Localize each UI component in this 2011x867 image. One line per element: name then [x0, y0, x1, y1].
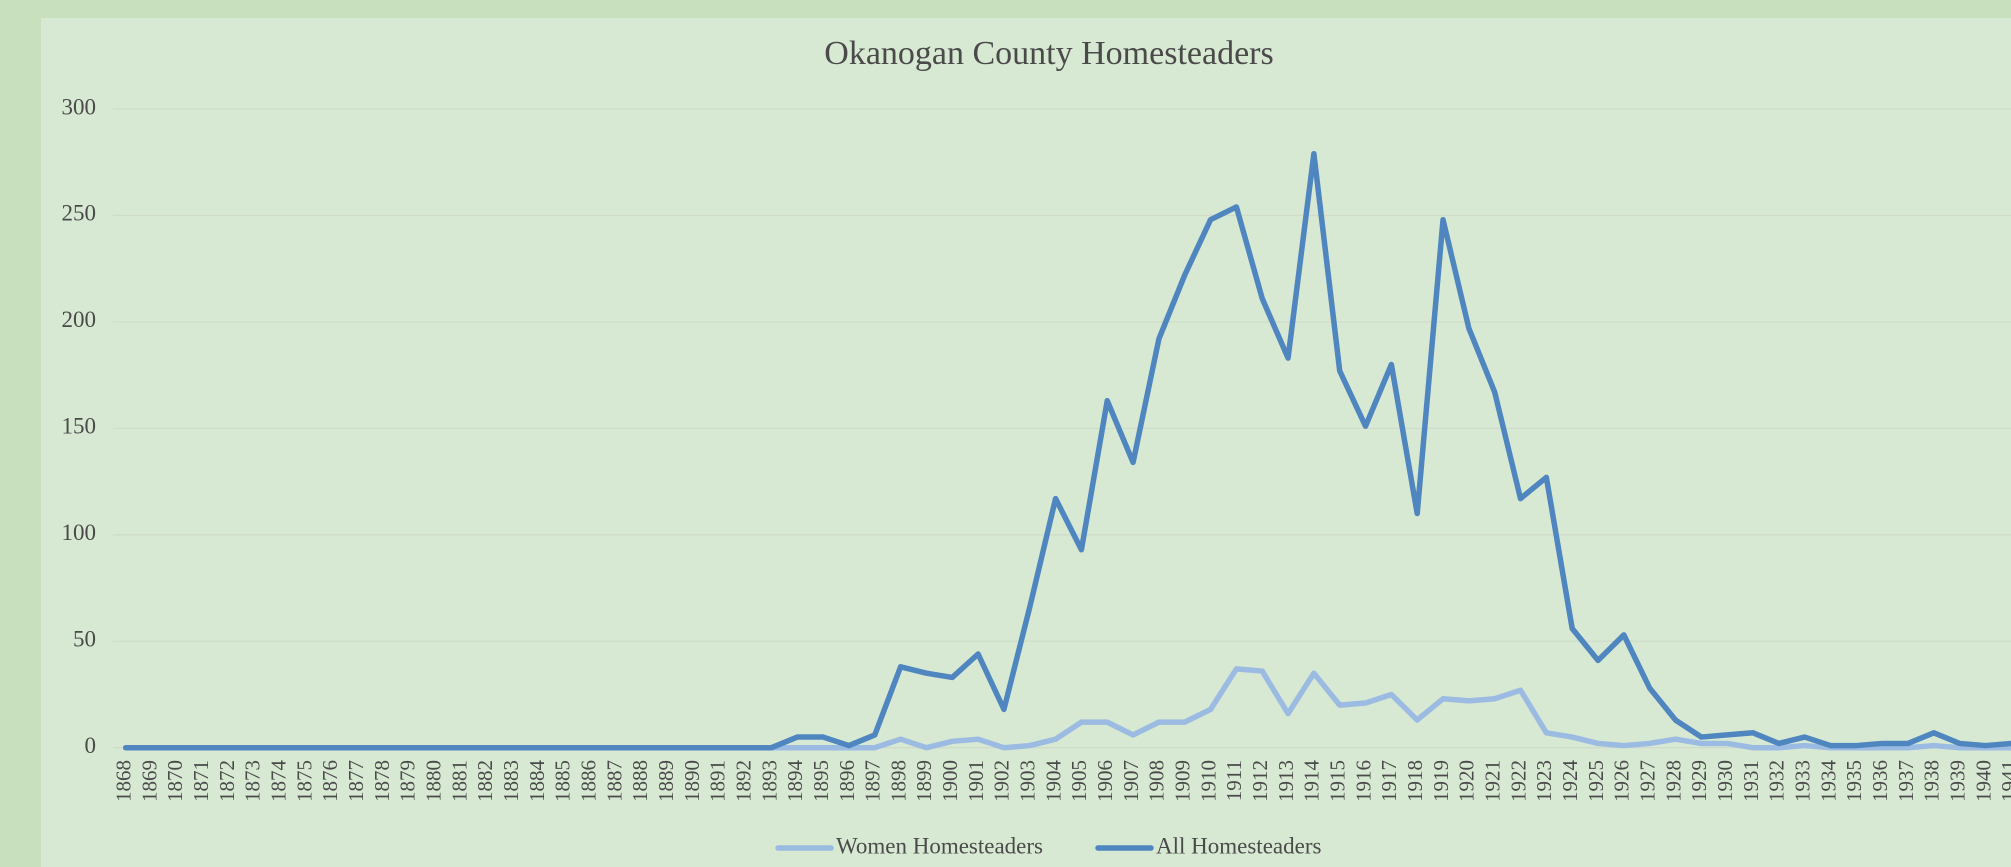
x-tick-label: 1876 — [318, 760, 342, 802]
x-tick-label: 1907 — [1119, 760, 1143, 802]
x-tick-label: 1922 — [1506, 760, 1530, 802]
x-tick-label: 1900 — [938, 760, 962, 802]
x-tick-label: 1928 — [1661, 760, 1685, 802]
x-tick-label: 1892 — [731, 760, 755, 802]
x-tick-label: 1875 — [292, 760, 316, 802]
x-tick-label: 1925 — [1584, 760, 1608, 802]
y-tick-label: 250 — [62, 201, 97, 226]
y-tick-label: 100 — [62, 520, 97, 545]
x-tick-label: 1881 — [447, 760, 471, 802]
x-tick-label: 1872 — [215, 760, 239, 802]
x-tick-label: 1906 — [1093, 760, 1117, 802]
series-line — [122, 150, 2011, 751]
x-tick-label: 1941 — [1997, 760, 2011, 802]
y-tick-label: 300 — [62, 94, 97, 119]
x-tick-label: 1899 — [912, 760, 936, 802]
x-tick-label: 1903 — [1016, 760, 1040, 802]
x-tick-label: 1935 — [1842, 760, 1866, 802]
x-tick-label: 1940 — [1971, 760, 1995, 802]
x-tick-label: 1884 — [525, 760, 549, 803]
x-tick-label: 1936 — [1868, 760, 1892, 802]
x-tick-label: 1869 — [137, 760, 161, 802]
x-tick-label: 1888 — [628, 760, 652, 802]
x-tick-label: 1880 — [421, 760, 445, 802]
x-tick-label: 1879 — [396, 760, 420, 802]
x-tick-label: 1883 — [499, 760, 523, 802]
x-tick-label: 1889 — [654, 760, 678, 802]
x-tick-label: 1937 — [1894, 760, 1918, 802]
y-tick-label: 50 — [73, 627, 96, 652]
x-tick-label: 1914 — [1300, 760, 1324, 803]
x-tick-label: 1894 — [783, 760, 807, 803]
x-tick-label: 1915 — [1326, 760, 1350, 802]
x-tick-label: 1887 — [602, 760, 626, 802]
x-tick-label: 1891 — [706, 760, 730, 802]
x-tick-label: 1905 — [1067, 760, 1091, 802]
x-tick-label: 1901 — [964, 760, 988, 802]
y-tick-label: 0 — [85, 733, 97, 758]
x-tick-label: 1923 — [1532, 760, 1556, 802]
x-tick-label: 1897 — [861, 760, 885, 802]
x-tick-label: 1870 — [163, 760, 187, 802]
x-tick-label: 1924 — [1558, 760, 1582, 803]
x-tick-label: 1871 — [189, 760, 213, 802]
x-tick-label: 1878 — [370, 760, 394, 802]
x-tick-label: 1932 — [1765, 760, 1789, 802]
x-tick-label: 1939 — [1945, 760, 1969, 802]
x-tick-label: 1931 — [1739, 760, 1763, 802]
y-tick-label: 150 — [62, 414, 97, 439]
x-tick-label: 1882 — [473, 760, 497, 802]
x-tick-label: 1885 — [551, 760, 575, 802]
x-tick-label: 1917 — [1377, 760, 1401, 802]
x-tick-label: 1909 — [1171, 760, 1195, 802]
x-tick-label: 1911 — [1222, 760, 1246, 801]
x-tick-label: 1912 — [1248, 760, 1272, 802]
x-tick-label: 1926 — [1610, 760, 1634, 802]
x-tick-label: 1927 — [1635, 760, 1659, 802]
x-tick-label: 1916 — [1351, 760, 1375, 802]
x-tick-label: 1913 — [1274, 760, 1298, 802]
x-tick-label: 1896 — [835, 760, 859, 802]
x-tick-label: 1918 — [1403, 760, 1427, 802]
x-tick-label: 1873 — [241, 760, 265, 802]
legend-label: Women Homesteaders — [836, 833, 1043, 858]
x-tick-label: 1920 — [1455, 760, 1479, 802]
x-tick-label: 1895 — [809, 760, 833, 802]
x-tick-label: 1910 — [1196, 760, 1220, 802]
x-tick-label: 1930 — [1713, 760, 1737, 802]
plot-panel — [41, 18, 2011, 867]
x-tick-label: 1919 — [1429, 760, 1453, 802]
x-tick-label: 1908 — [1145, 760, 1169, 802]
x-tick-label: 1874 — [266, 760, 290, 803]
x-tick-label: 1877 — [344, 760, 368, 802]
x-tick-label: 1929 — [1687, 760, 1711, 802]
x-tick-label: 1893 — [757, 760, 781, 802]
x-tick-label: 1902 — [990, 760, 1014, 802]
x-tick-label: 1921 — [1481, 760, 1505, 802]
x-tick-label: 1868 — [112, 760, 136, 802]
x-tick-label: 1938 — [1920, 760, 1944, 802]
x-tick-label: 1890 — [680, 760, 704, 802]
legend-label: All Homesteaders — [1156, 833, 1321, 858]
x-tick-label: 1933 — [1790, 760, 1814, 802]
x-tick-label: 1934 — [1816, 760, 1840, 803]
x-tick-label: 1904 — [1041, 760, 1065, 803]
y-tick-label: 200 — [62, 307, 97, 332]
chart-title: Okanogan County Homesteaders — [824, 35, 1273, 72]
x-tick-label: 1898 — [886, 760, 910, 802]
x-tick-label: 1886 — [576, 760, 600, 802]
